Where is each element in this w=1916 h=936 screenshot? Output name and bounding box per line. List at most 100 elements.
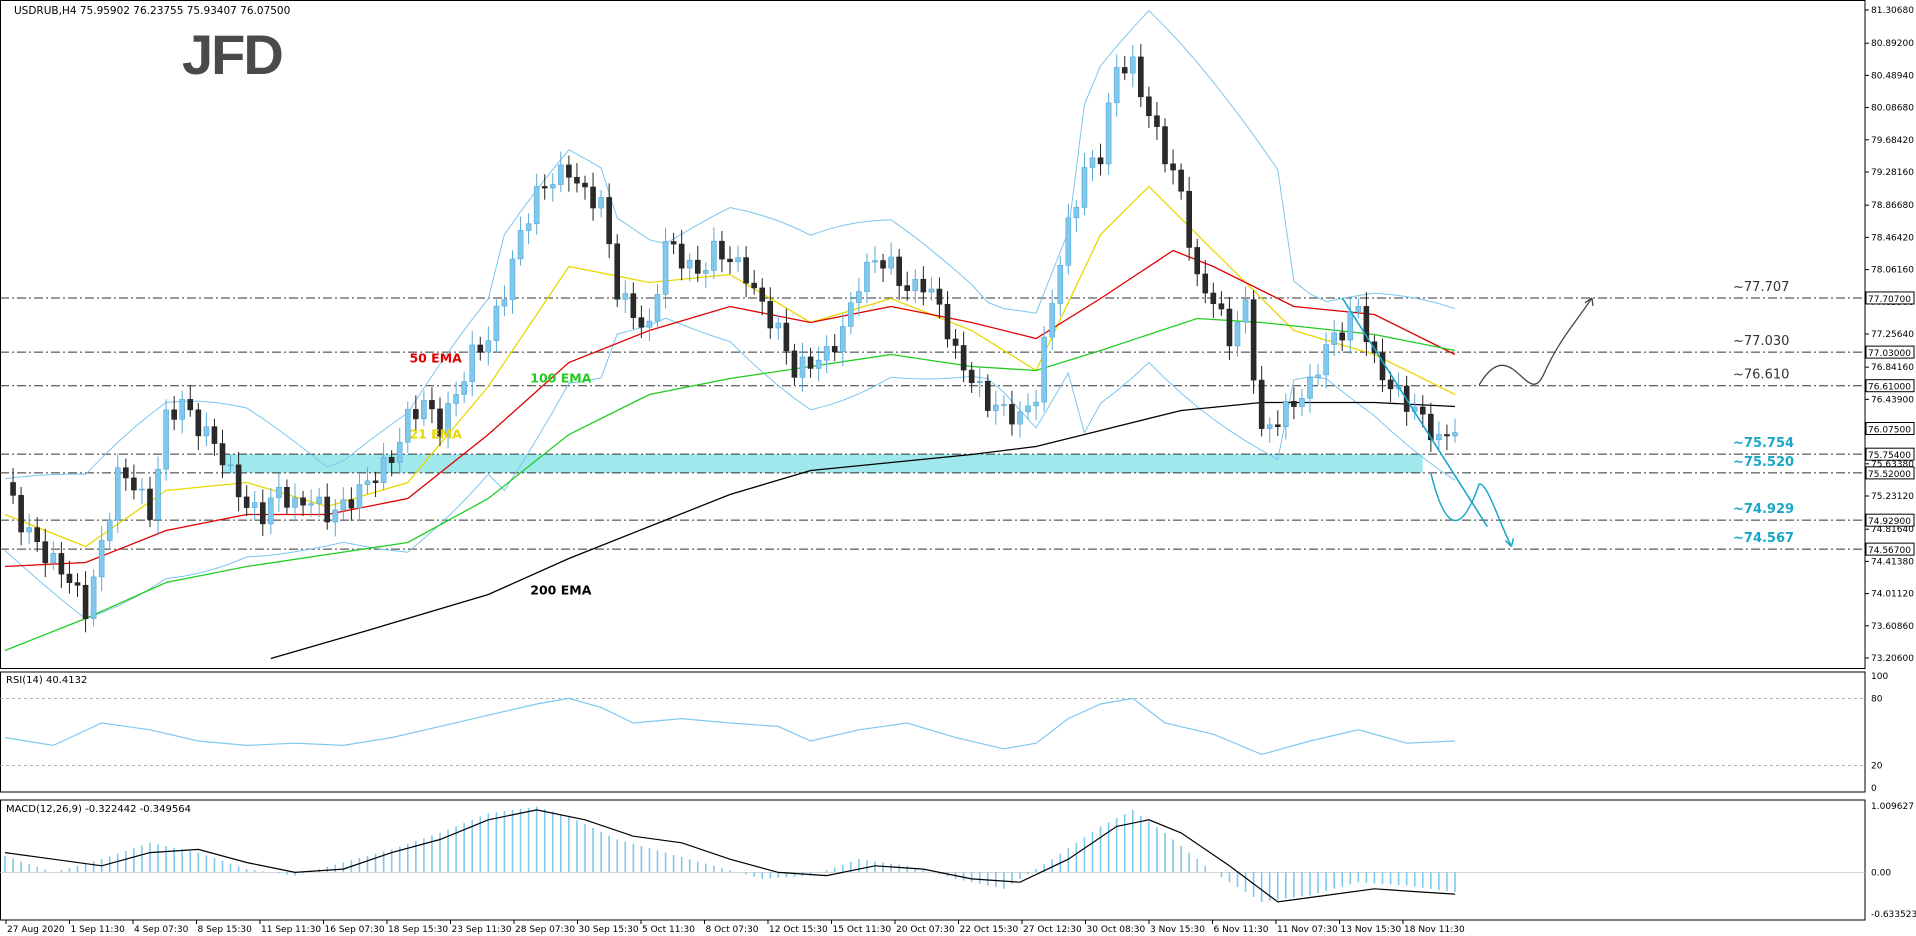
y-tick-label: 79.68420 (1871, 136, 1914, 146)
candle-body (34, 527, 41, 542)
y-tick-label: 80.08680 (1871, 104, 1914, 114)
bollinger-upper (4, 9, 1456, 479)
candle-body (904, 285, 911, 291)
candle-body (1323, 344, 1329, 376)
support-zone-rect (222, 454, 1423, 473)
price-level-label: ~75.754 (1733, 436, 1794, 451)
candle-body (1001, 404, 1007, 406)
bullish-projection (1478, 297, 1593, 386)
candle-body (50, 553, 57, 564)
price-tag: 75.75400 (1865, 447, 1915, 461)
x-tick-label: 8 Oct 07:30 (706, 925, 759, 935)
candle-body (590, 186, 596, 209)
candle-body (703, 270, 709, 274)
candle-body (461, 381, 467, 395)
x-tick-label: 28 Sep 07:30 (515, 925, 575, 935)
candle-body (429, 400, 435, 410)
candle-body (1226, 308, 1233, 347)
candle-body (1178, 169, 1184, 192)
trendlines-and-projections (1341, 297, 1594, 548)
candle-body (155, 468, 161, 520)
candle-body (437, 408, 443, 437)
candle-body (1291, 401, 1297, 407)
candle-body (388, 456, 395, 463)
price-tag-text: 76.61000 (1868, 383, 1911, 393)
x-tick-label: 11 Nov 07:30 (1277, 925, 1338, 935)
candle-body (131, 477, 137, 491)
candle-body (533, 186, 540, 225)
candle-body (493, 305, 500, 342)
candle-body (1025, 405, 1031, 413)
candle-body (203, 426, 210, 437)
price-tag-text: 75.52000 (1868, 470, 1911, 480)
ema-label: 200 EMA (530, 582, 591, 597)
candle-body (171, 409, 177, 420)
candle-body (340, 499, 347, 511)
candle-body (767, 301, 774, 329)
candle-body (549, 184, 556, 189)
candle-body (984, 380, 991, 411)
candle-body (662, 241, 669, 295)
bearish-arrowhead (1504, 538, 1515, 548)
x-tick-label: 11 Sep 11:30 (261, 925, 321, 935)
candle-body (670, 241, 677, 245)
price-tag-text: 75.75400 (1868, 451, 1911, 461)
support-zone (222, 454, 1423, 473)
candle-body (920, 278, 927, 293)
axes: 81.30680 80.89200 80.48940 80.08680 79.68420… (5, 6, 1916, 935)
x-tick-label: 15 Oct 11:30 (833, 925, 892, 935)
candle-body (815, 359, 822, 369)
candle-body (646, 320, 653, 328)
x-tick-label: 1 Sep 11:30 (71, 925, 126, 935)
rsi-scale-label: 80 (1871, 694, 1883, 704)
candle-body (106, 519, 113, 541)
candle-body (324, 496, 331, 523)
candle-body (211, 426, 218, 444)
candle-body (1436, 434, 1442, 441)
jfd-logo: JFD (182, 23, 282, 86)
price-tag-box (1865, 345, 1915, 359)
candle-body (42, 541, 49, 564)
candle-body (944, 303, 951, 340)
candle-body (1170, 163, 1176, 171)
candle-body (268, 497, 274, 525)
candle-body (1315, 374, 1321, 378)
candle-body (235, 464, 242, 498)
current-price-text: 76.07500 (1868, 426, 1911, 436)
candle-body (509, 258, 516, 300)
ema-line (4, 317, 1456, 652)
x-tick-label: 23 Sep 11:30 (452, 925, 512, 935)
bullish-arrowhead (1584, 297, 1594, 307)
candle-body (1009, 404, 1015, 425)
candle-body (413, 409, 419, 420)
candle-body (1307, 377, 1313, 399)
current-price-tag: 76.07500 (1865, 422, 1915, 436)
candle-body (566, 164, 572, 178)
candle-body (1041, 336, 1047, 403)
price-level-label: ~74.929 (1733, 502, 1794, 517)
price-tag: 77.03000 (1865, 345, 1915, 359)
candle-body (1081, 167, 1088, 208)
y-tick-label: 80.48940 (1871, 71, 1914, 81)
price-tag-box (1865, 291, 1915, 305)
y-tick-label: 81.30680 (1871, 6, 1914, 16)
candle-body (1274, 424, 1281, 428)
candle-body (404, 409, 411, 443)
x-tick-label: 5 Oct 11:30 (642, 925, 695, 935)
x-tick-label: 18 Sep 15:30 (388, 925, 448, 935)
y-tick-label: 74.01120 (1871, 590, 1914, 600)
rsi-scale-label: 20 (1871, 762, 1883, 772)
candle-body (872, 260, 878, 263)
candle-body (574, 176, 580, 184)
candle-body (179, 399, 186, 420)
candle-body (1347, 311, 1354, 341)
chart-labels: ~77.707 77.70700 ~77.030 77.03000 ~76.610 76.… (409, 280, 1915, 597)
candle-body (686, 259, 693, 269)
candle-body (316, 496, 322, 504)
candle-body (1218, 303, 1225, 310)
x-tick-label: 12 Oct 15:30 (769, 925, 828, 935)
price-tag: 76.61000 (1865, 379, 1915, 393)
candle-body (1121, 67, 1128, 74)
candle-body (888, 256, 894, 269)
